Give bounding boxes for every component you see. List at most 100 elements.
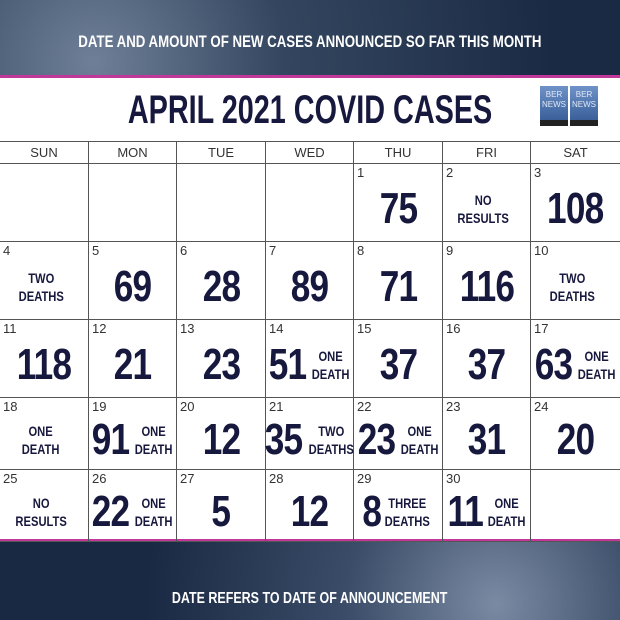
case-count: 11 [447, 486, 483, 536]
case-count: 116 [459, 261, 514, 311]
day-cell: 23 31 [443, 398, 531, 470]
day-content: 37 [443, 332, 530, 397]
day-number: 14 [269, 321, 284, 336]
case-count: 71 [379, 261, 417, 311]
day-note: NO RESULTS [15, 494, 66, 530]
day-cell: 10 TWO DEATHS [531, 242, 620, 320]
day-content: 22 ONE DEATH [89, 482, 176, 541]
day-cell [266, 164, 354, 242]
note-line: DEATH [487, 512, 526, 529]
day-cell: 6 28 [177, 242, 266, 320]
note-line: DEATHS [18, 287, 64, 304]
case-count: 28 [202, 261, 240, 311]
day-content: 116 [443, 254, 530, 319]
weekday-header: WED [266, 142, 354, 164]
weekday-header: SUN [0, 142, 89, 164]
day-number: 30 [446, 471, 461, 486]
day-number: 1 [357, 165, 365, 180]
bernews-logo: BER NEWS BER NEWS [540, 86, 598, 126]
day-note: ONE DEATH [578, 347, 616, 383]
case-count: 91 [92, 414, 130, 464]
case-count: 69 [113, 261, 152, 311]
day-content [266, 176, 353, 241]
case-count: 37 [467, 339, 506, 389]
day-content: 71 [354, 254, 442, 319]
day-cell [177, 164, 266, 242]
note-line: TWO [559, 269, 586, 286]
day-cell: 27 5 [177, 470, 266, 542]
day-number: 12 [92, 321, 107, 336]
case-count: 22 [92, 486, 130, 536]
day-content: 8 THREE DEATHS [354, 482, 442, 541]
case-count: 118 [16, 339, 72, 389]
day-cell: 26 22 ONE DEATH [89, 470, 177, 542]
day-note: TWO DEATHS [550, 269, 595, 305]
case-count: 8 [362, 486, 382, 536]
day-cell: 4 TWO DEATHS [0, 242, 89, 320]
day-content: ONE DEATH [0, 410, 88, 469]
day-content: 23 ONE DEATH [354, 410, 442, 469]
day-content [0, 176, 88, 241]
day-cell: 5 69 [89, 242, 177, 320]
footer-note: DATE REFERS TO DATE OF ANNOUNCEMENT [172, 590, 448, 607]
day-note: ONE DEATH [135, 494, 173, 530]
day-note: ONE DEATH [135, 422, 173, 458]
day-content: 118 [0, 332, 88, 397]
day-cell: 15 37 [354, 320, 443, 398]
day-content: 108 [531, 176, 620, 241]
day-note: NO RESULTS [458, 191, 509, 227]
day-content [177, 176, 265, 241]
day-number: 16 [446, 321, 461, 336]
day-number: 10 [534, 243, 549, 258]
day-content: NO RESULTS [0, 482, 88, 541]
case-count: 12 [202, 414, 240, 464]
note-line: DEATH [400, 440, 439, 457]
day-number: 19 [92, 399, 107, 414]
calendar-card: APRIL 2021 COVID CASES BER NEWS BER NEWS SU… [0, 75, 620, 542]
day-cell: 9 116 [443, 242, 531, 320]
day-cell: 13 23 [177, 320, 266, 398]
day-cell: 18 ONE DEATH [0, 398, 89, 470]
day-cell [531, 470, 620, 542]
day-note: TWO DEATHS [18, 269, 63, 305]
day-cell: 19 91 ONE DEATH [89, 398, 177, 470]
day-cell [0, 164, 89, 242]
day-content: 12 [177, 410, 265, 469]
note-line: DEATHS [308, 440, 354, 457]
note-line: ONE [141, 422, 167, 439]
virus-background-bottom [0, 541, 620, 620]
day-cell: 11 118 [0, 320, 89, 398]
case-count: 23 [202, 339, 240, 389]
case-count: 35 [264, 414, 303, 464]
day-number: 29 [357, 471, 372, 486]
day-note: ONE DEATH [401, 422, 439, 458]
day-cell: 29 8 THREE DEATHS [354, 470, 443, 542]
note-line: DEATH [578, 365, 616, 382]
case-count: 21 [113, 339, 152, 389]
day-number: 24 [534, 399, 549, 414]
note-line: RESULTS [15, 512, 67, 529]
day-cell: 12 21 [89, 320, 177, 398]
case-count: 63 [535, 339, 573, 389]
note-line: TWO [27, 269, 55, 286]
day-cell: 24 20 [531, 398, 620, 470]
day-number: 13 [180, 321, 195, 336]
day-content: 69 [89, 254, 176, 319]
note-line: DEATHS [549, 287, 596, 304]
day-number: 8 [357, 243, 365, 258]
note-line: NO [475, 191, 492, 208]
day-number: 20 [180, 399, 195, 414]
day-cell: 2 NO RESULTS [443, 164, 531, 242]
page-title: APRIL 2021 COVID CASES [127, 88, 493, 132]
day-cell: 3 108 [531, 164, 620, 242]
note-line: DEATH [312, 365, 350, 382]
note-line: DEATH [22, 440, 60, 457]
case-count: 20 [556, 414, 595, 464]
day-cell: 25 NO RESULTS [0, 470, 89, 542]
day-content: 63 ONE DEATH [531, 332, 620, 397]
day-content: NO RESULTS [443, 176, 530, 241]
weekday-header: FRI [443, 142, 531, 164]
day-number: 6 [180, 243, 188, 258]
day-cell [89, 164, 177, 242]
note-line: TWO [317, 422, 345, 439]
